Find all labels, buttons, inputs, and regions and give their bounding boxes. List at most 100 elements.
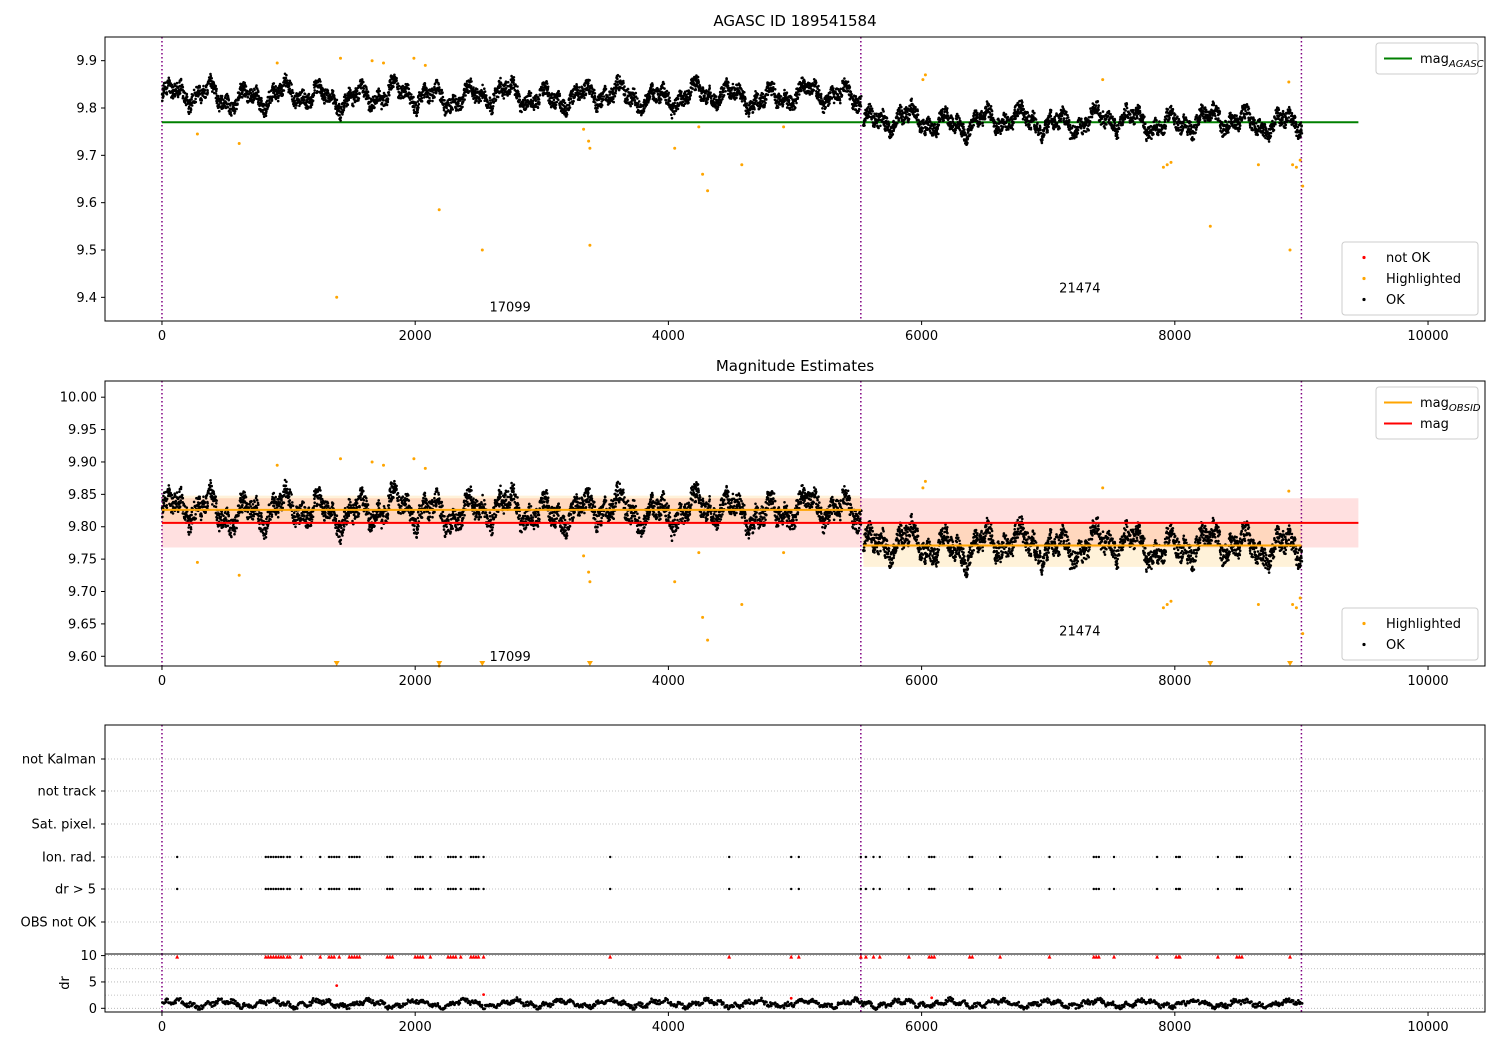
data-point (441, 95, 445, 99)
data-point (179, 87, 182, 91)
data-point (1043, 127, 1046, 131)
data-point (459, 104, 462, 108)
data-point (681, 100, 685, 104)
data-point (504, 83, 507, 87)
data-point (633, 87, 636, 91)
data-point (614, 89, 618, 92)
data-point (512, 78, 516, 82)
data-point (483, 90, 487, 93)
data-point (879, 111, 883, 115)
data-point (253, 88, 256, 92)
data-point (442, 108, 446, 112)
data-point (887, 122, 891, 126)
data-point (882, 110, 885, 113)
data-point (1163, 120, 1167, 123)
data-point (348, 86, 351, 90)
data-point (420, 96, 424, 100)
data-point (241, 96, 244, 99)
data-point (387, 91, 391, 94)
data-point (1111, 115, 1114, 119)
data-point (863, 124, 866, 127)
data-point (1144, 122, 1147, 125)
data-point (220, 94, 224, 98)
data-point (584, 92, 588, 96)
data-point (209, 74, 213, 78)
data-point (1007, 128, 1010, 131)
data-point (670, 116, 674, 120)
data-point (431, 99, 434, 103)
data-point (343, 104, 346, 107)
data-point (433, 85, 436, 89)
data-point (1038, 125, 1042, 129)
data-point (1152, 120, 1155, 124)
data-point (803, 80, 806, 83)
data-point (179, 79, 183, 82)
data-point (416, 111, 420, 114)
data-point (1125, 102, 1129, 106)
data-point (1158, 120, 1161, 123)
data-point (214, 92, 218, 95)
data-point (210, 77, 213, 80)
data-point (838, 99, 842, 102)
data-point (385, 103, 389, 107)
data-point (547, 92, 551, 96)
data-point (814, 81, 818, 84)
data-point (500, 82, 503, 85)
data-point (916, 113, 920, 117)
data-point (489, 105, 493, 108)
data-point (724, 90, 727, 93)
data-point (441, 91, 444, 94)
data-point (928, 117, 931, 121)
data-point (1131, 120, 1135, 123)
data-point (937, 132, 940, 136)
data-point (630, 102, 634, 105)
data-point (534, 99, 538, 102)
data-point (944, 105, 947, 108)
data-point (1006, 115, 1010, 119)
data-point (596, 110, 599, 113)
data-point (706, 98, 710, 101)
data-point (1143, 125, 1146, 129)
data-point (236, 102, 239, 105)
data-point (491, 107, 495, 110)
data-point (290, 83, 293, 86)
data-point (567, 103, 571, 107)
data-point (545, 80, 548, 83)
data-point (1068, 123, 1072, 127)
data-point (407, 87, 411, 91)
data-point (868, 102, 872, 106)
data-point (919, 123, 922, 126)
data-point (404, 90, 408, 93)
data-point (794, 106, 797, 110)
data-point (303, 92, 307, 96)
data-point (1090, 115, 1094, 119)
data-point (362, 87, 366, 90)
data-point (781, 103, 785, 106)
data-point (502, 97, 506, 100)
data-point (764, 98, 768, 101)
data-point (499, 84, 502, 88)
data-point (568, 106, 572, 109)
data-point (330, 97, 334, 101)
data-point (319, 80, 322, 83)
data-point (1138, 109, 1142, 113)
data-point (352, 90, 355, 94)
data-point (1131, 108, 1135, 112)
data-point (281, 92, 285, 96)
data-point (1065, 110, 1068, 114)
data-point (276, 99, 280, 103)
data-point (974, 109, 978, 112)
data-point (162, 84, 165, 87)
agasc-title: AGASC ID 189541584 (713, 12, 876, 30)
data-point (443, 99, 446, 102)
data-point (826, 94, 830, 97)
data-point (475, 98, 478, 101)
data-point (410, 93, 413, 96)
data-point (1058, 127, 1061, 130)
data-point (245, 89, 249, 93)
data-point (747, 115, 751, 118)
data-point (246, 95, 250, 99)
data-point (286, 79, 289, 82)
data-point (962, 122, 965, 126)
data-point (483, 99, 487, 102)
